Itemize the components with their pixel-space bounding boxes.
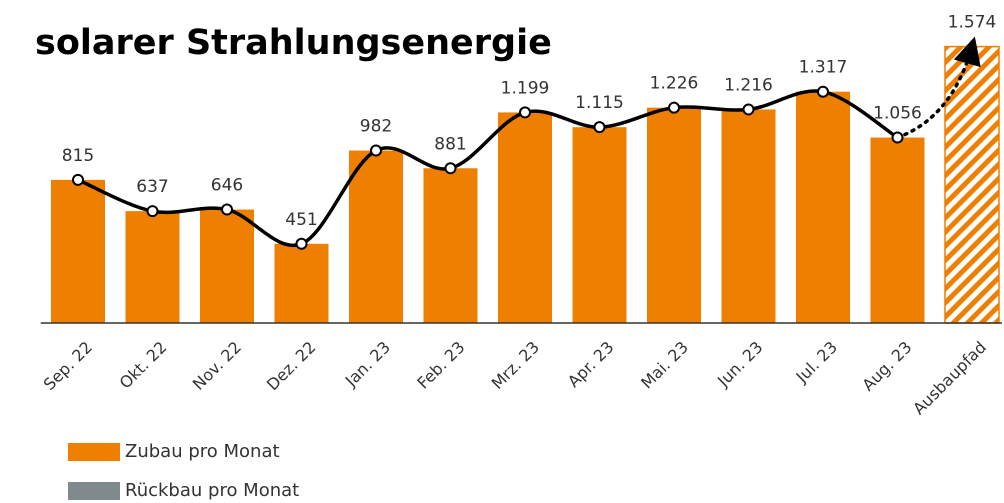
bar bbox=[349, 150, 403, 323]
legend-label: Zubau pro Monat bbox=[125, 441, 280, 462]
bar bbox=[944, 45, 1000, 324]
value-label: 1.317 bbox=[799, 58, 848, 78]
x-tick-label: Jun. 23 bbox=[713, 338, 766, 391]
legend-label: Rückbau pro Monat bbox=[125, 480, 299, 501]
bar bbox=[274, 243, 329, 323]
x-tick-label: Feb. 23 bbox=[413, 338, 468, 393]
value-label: 1.226 bbox=[650, 74, 699, 94]
x-tick-label: Mrz. 23 bbox=[488, 338, 543, 393]
point-marker bbox=[221, 203, 233, 216]
value-label: 637 bbox=[136, 177, 168, 197]
value-label: 982 bbox=[360, 117, 392, 137]
point-marker bbox=[146, 205, 159, 218]
point-marker bbox=[519, 106, 531, 119]
bar bbox=[423, 168, 478, 323]
value-label: 815 bbox=[62, 146, 94, 166]
x-tick-label: Jan. 23 bbox=[341, 338, 394, 391]
value-label: 1.574 bbox=[948, 13, 997, 33]
point-marker bbox=[891, 131, 904, 144]
legend-swatch bbox=[68, 482, 120, 500]
value-label: 1.115 bbox=[575, 93, 624, 113]
bar bbox=[572, 127, 627, 323]
x-tick-label: Ausbaupfad bbox=[909, 338, 990, 419]
bar bbox=[796, 91, 850, 323]
point-marker bbox=[817, 85, 829, 98]
value-label: 646 bbox=[211, 176, 243, 196]
bar bbox=[125, 211, 180, 323]
bar bbox=[200, 209, 254, 323]
bar bbox=[870, 137, 925, 323]
point-marker bbox=[668, 101, 680, 114]
point-marker bbox=[444, 162, 457, 175]
value-label: 1.199 bbox=[501, 78, 550, 98]
x-tick-label: Jul. 23 bbox=[792, 338, 841, 387]
x-tick-label: Nov. 22 bbox=[189, 338, 245, 394]
bar bbox=[647, 107, 701, 323]
point-marker bbox=[370, 144, 382, 157]
bar bbox=[51, 179, 105, 323]
x-tick-label: Dez. 22 bbox=[263, 338, 320, 395]
point-marker bbox=[593, 121, 606, 134]
chart-title: solarer Strahlungsenergie bbox=[35, 23, 552, 63]
x-tick-label: Aug. 23 bbox=[858, 338, 915, 395]
value-label: 1.056 bbox=[873, 104, 922, 124]
value-label: 1.216 bbox=[724, 75, 773, 95]
projection-line bbox=[895, 36, 981, 140]
value-label: 881 bbox=[434, 134, 466, 154]
point-marker bbox=[742, 103, 755, 116]
point-marker bbox=[295, 237, 308, 250]
x-tick-label: Okt. 22 bbox=[116, 338, 171, 393]
bar bbox=[721, 109, 776, 323]
bar bbox=[498, 112, 552, 323]
value-label: 451 bbox=[285, 210, 317, 230]
legend-swatch bbox=[68, 443, 120, 461]
x-tick-label: Apr. 23 bbox=[564, 338, 618, 392]
x-tick-label: Mai. 23 bbox=[637, 338, 692, 393]
point-marker bbox=[72, 173, 84, 186]
x-tick-label: Sep. 22 bbox=[40, 338, 96, 394]
